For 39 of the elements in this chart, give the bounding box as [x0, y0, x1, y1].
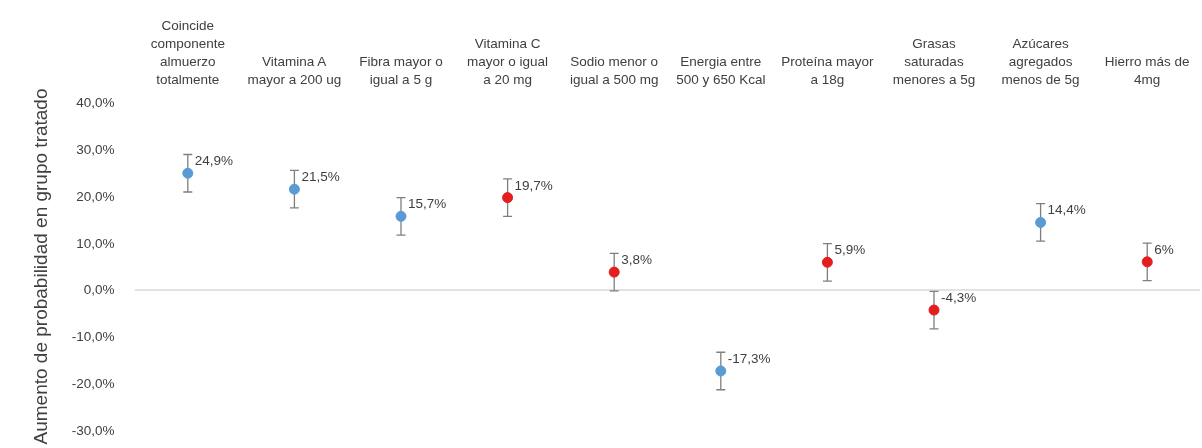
point: [821, 256, 833, 268]
data-label: -4,3%: [941, 290, 977, 306]
x-tick-label: Vitamina A mayor a 200 ug: [247, 53, 342, 87]
data-label: 24,9%: [194, 153, 234, 169]
data-label: 21,5%: [301, 169, 340, 185]
y-axis-title: Aumento de probabilidad en grupo tratado: [29, 88, 51, 445]
y-tick-label: 20,0%: [76, 188, 115, 204]
point: [288, 183, 300, 195]
data-label: 5,9%: [834, 242, 866, 258]
data-label: -17,3%: [727, 350, 771, 366]
x-tick-label: Sodio menor o igual a 500 mg: [569, 53, 659, 87]
x-tick-label: Hierro más de 4mg: [1104, 53, 1190, 87]
y-tick-label: 0,0%: [83, 282, 115, 298]
y-tick-label: 30,0%: [76, 141, 115, 157]
y-tick-label: 40,0%: [76, 95, 115, 110]
data-label: 15,7%: [408, 196, 447, 212]
y-tick-label: 10,0%: [76, 235, 115, 251]
x-tick-label: Fibra mayor o igual a 5 g: [359, 53, 443, 87]
point: [182, 167, 194, 179]
x-tick-label: Coincide componente almuerzo totalmente: [150, 17, 225, 87]
point: [1035, 216, 1047, 228]
data-label: 3,8%: [621, 252, 652, 268]
point: [928, 304, 940, 316]
data-label: 14,4%: [1047, 202, 1086, 218]
point: [395, 210, 407, 222]
data-label: 19,7%: [514, 177, 553, 193]
point: [715, 365, 727, 377]
y-tick-label: -10,0%: [71, 329, 115, 345]
y-tick-label: -30,0%: [71, 423, 115, 438]
point: [1141, 256, 1153, 268]
x-tick-label: Energia entre 500 y 650 Kcal: [676, 53, 766, 87]
x-tick-label: Grasas saturadas menores a 5g: [892, 35, 976, 87]
x-tick-label: Vitamina C mayor o igual a 20 mg: [467, 35, 549, 87]
point: [608, 266, 620, 278]
x-tick-label: Proteína mayor a 18g: [781, 53, 875, 87]
y-tick-label: -20,0%: [71, 376, 115, 392]
point: [502, 192, 514, 204]
data-label: 6%: [1154, 241, 1174, 257]
x-tick-label: Azúcares agregados menos de 5g: [1001, 35, 1080, 87]
